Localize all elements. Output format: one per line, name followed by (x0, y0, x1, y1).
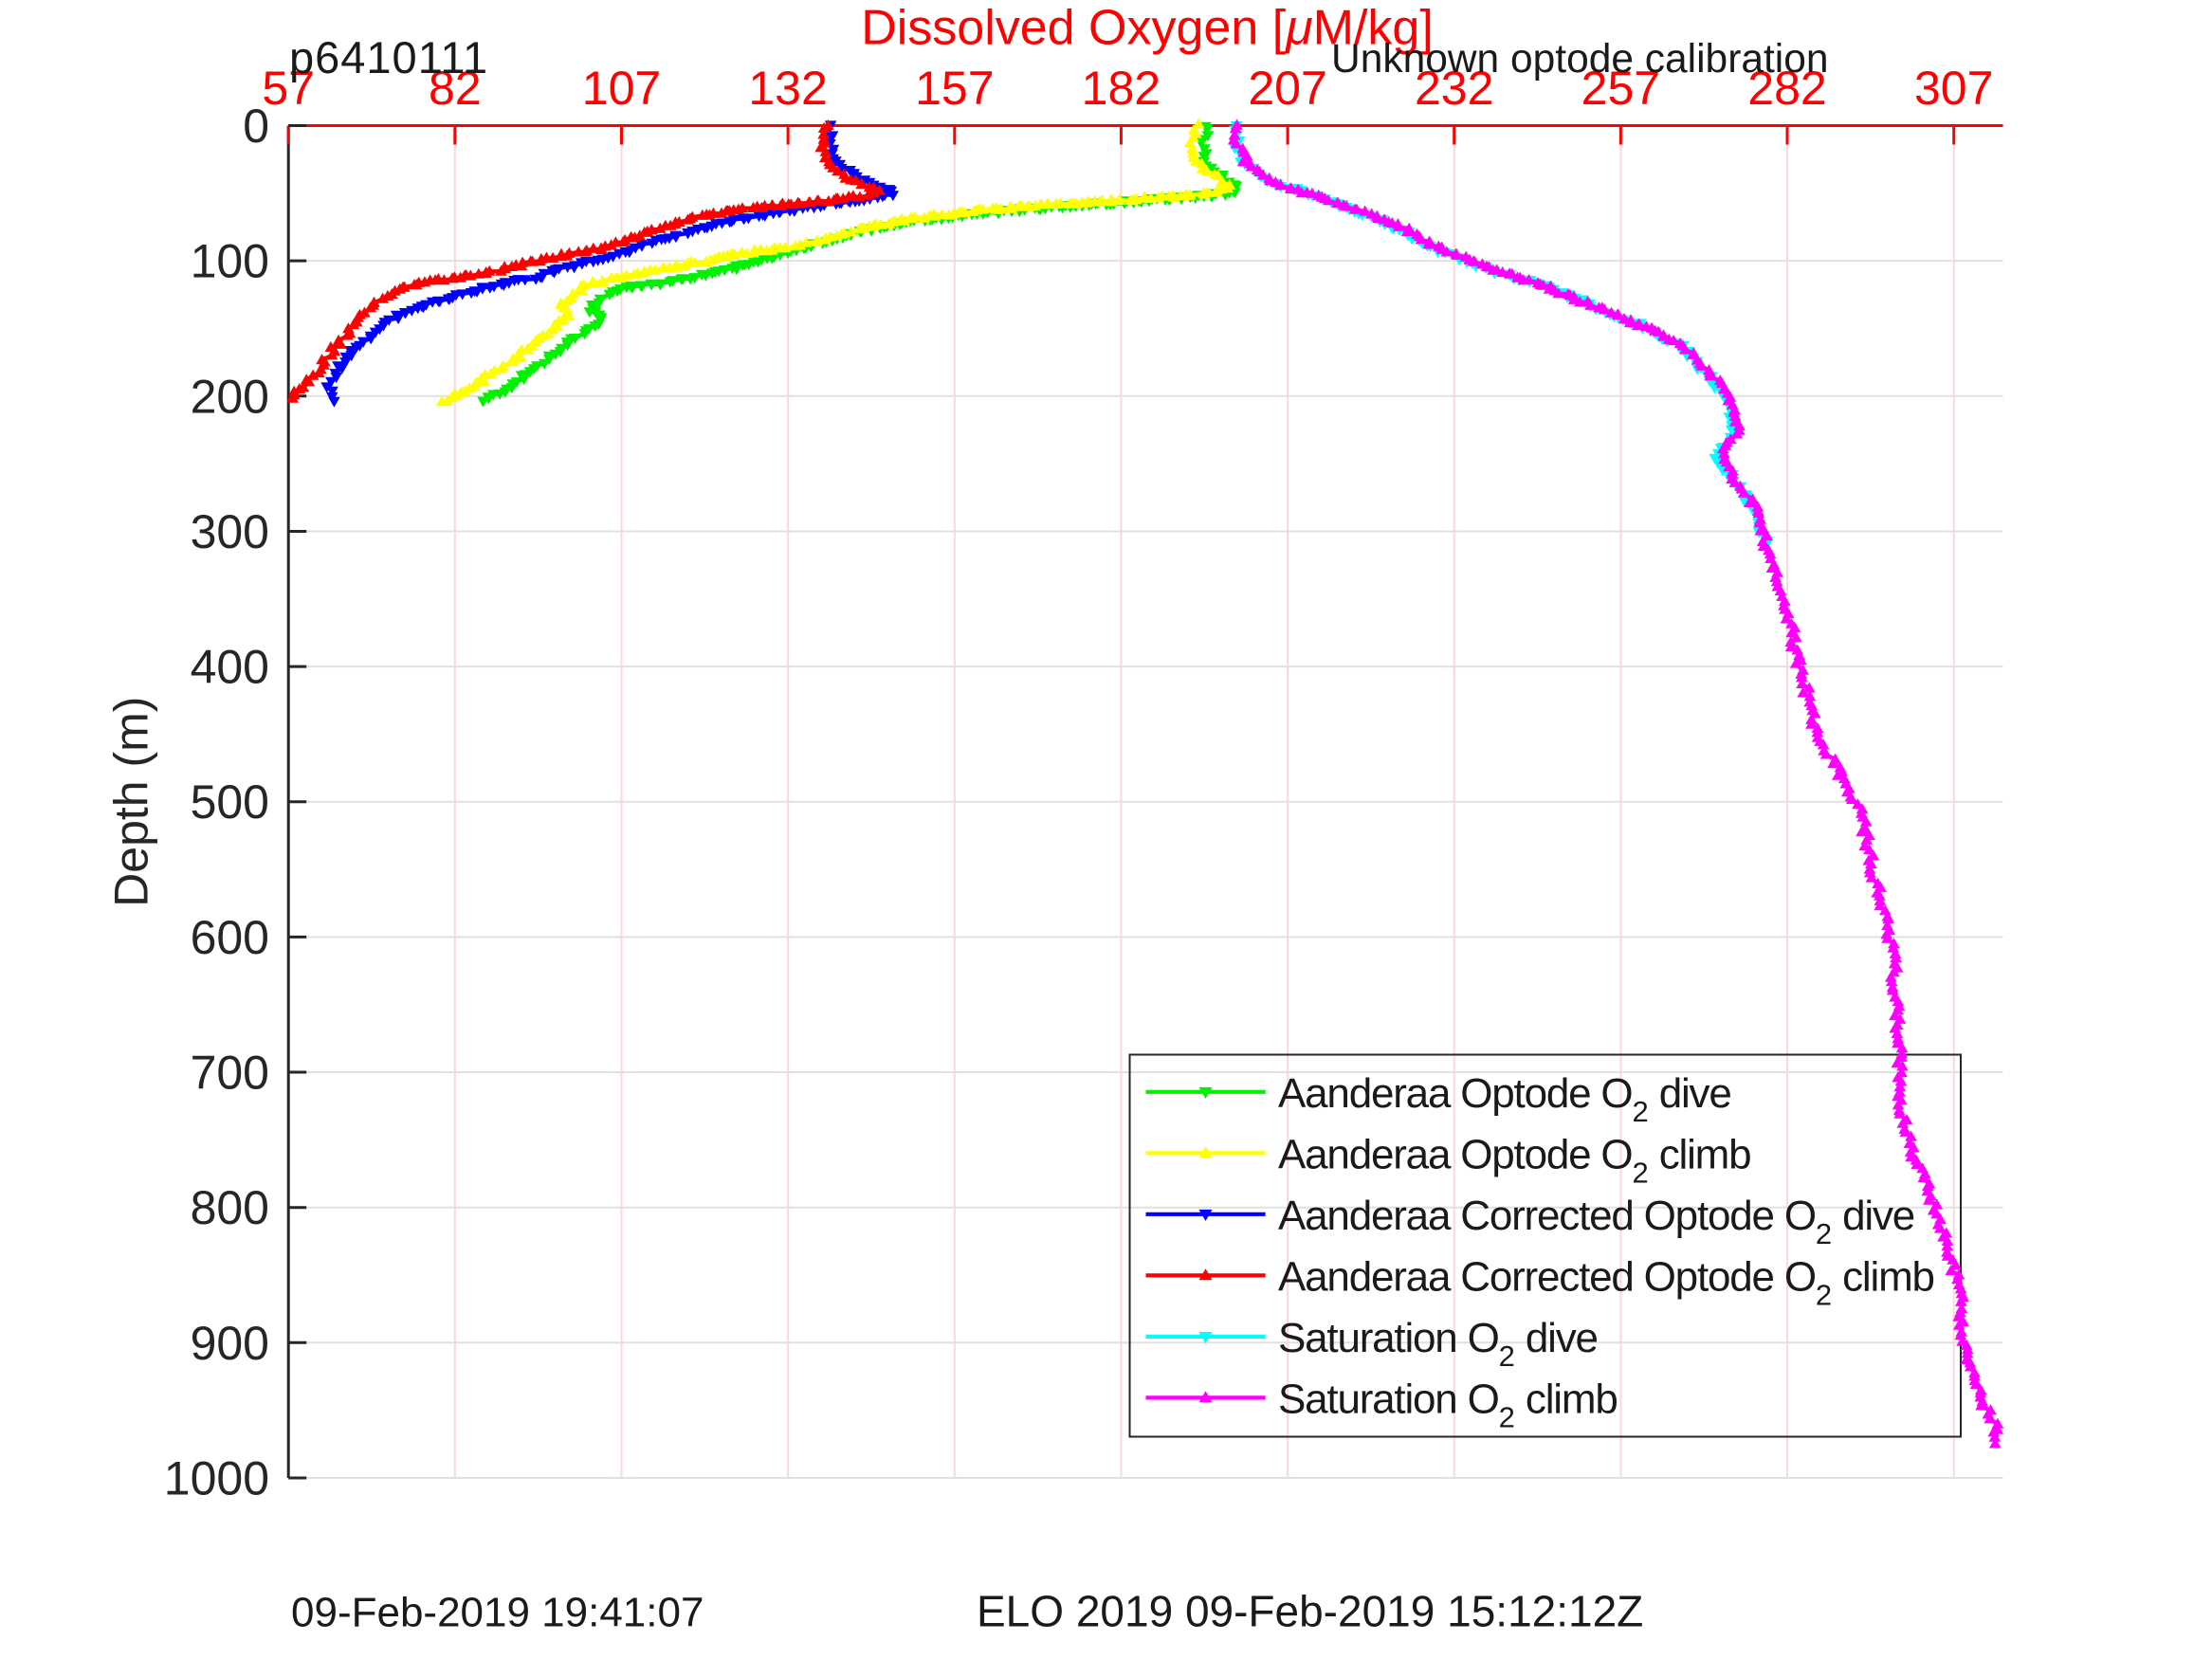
svg-text:800: 800 (191, 1181, 269, 1234)
svg-text:Depth (m): Depth (m) (105, 697, 158, 907)
svg-text:182: 182 (1082, 62, 1161, 115)
svg-text:1000: 1000 (164, 1452, 269, 1505)
svg-text:207: 207 (1248, 62, 1326, 115)
svg-text:400: 400 (191, 641, 269, 694)
svg-text:ELO 2019 09-Feb-2019 15:12:12Z: ELO 2019 09-Feb-2019 15:12:12Z (977, 1587, 1643, 1636)
svg-text:307: 307 (1914, 62, 1993, 115)
svg-text:200: 200 (191, 370, 269, 423)
svg-text:100: 100 (191, 235, 269, 288)
svg-text:257: 257 (1581, 62, 1660, 115)
svg-text:57: 57 (262, 62, 315, 115)
svg-text:82: 82 (429, 62, 482, 115)
svg-text:600: 600 (191, 911, 269, 964)
svg-text:232: 232 (1415, 62, 1493, 115)
svg-text:282: 282 (1747, 62, 1826, 115)
svg-text:p6410111: p6410111 (289, 32, 488, 82)
svg-text:300: 300 (191, 505, 269, 558)
svg-text:107: 107 (582, 62, 661, 115)
svg-text:Unknown optode calibration: Unknown optode calibration (1331, 37, 1829, 82)
svg-text:09-Feb-2019 19:41:07: 09-Feb-2019 19:41:07 (291, 1590, 704, 1636)
svg-text:700: 700 (191, 1047, 269, 1100)
svg-text:500: 500 (191, 775, 269, 829)
svg-text:132: 132 (748, 62, 827, 115)
svg-text:0: 0 (243, 100, 269, 153)
svg-text:Dissolved Oxygen [μM/kg]: Dissolved Oxygen [μM/kg] (861, 1, 1434, 56)
svg-text:157: 157 (915, 62, 994, 115)
svg-text:900: 900 (191, 1317, 269, 1370)
